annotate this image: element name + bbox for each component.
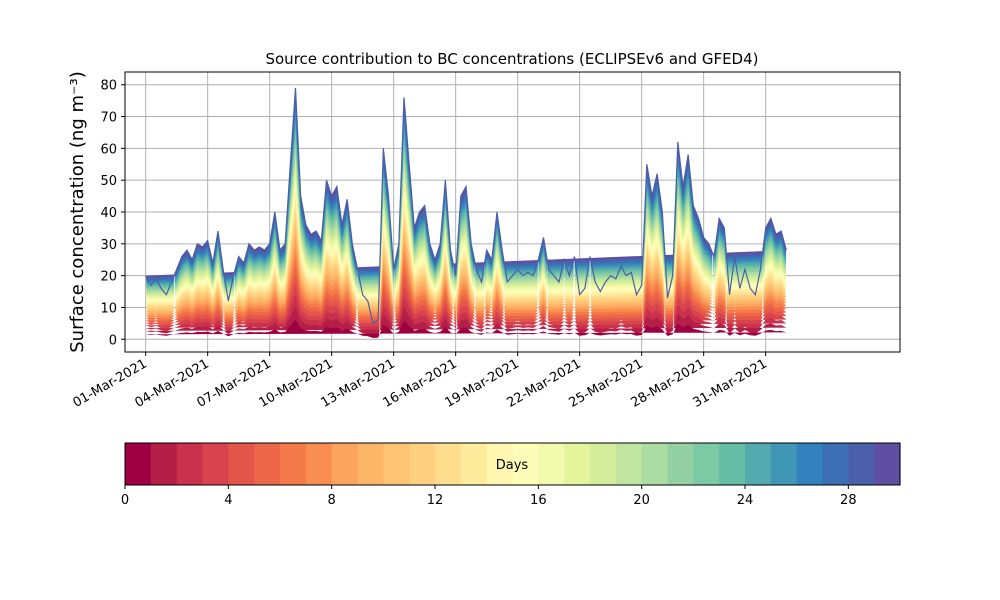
- colorbar-cell: [305, 443, 333, 485]
- colorbar-cell: [435, 443, 462, 485]
- colorbar-cell: [822, 443, 849, 485]
- colorbar-cell: [667, 443, 694, 485]
- colorbar-cell: [874, 443, 901, 485]
- colorbar-cell: [796, 443, 824, 485]
- total-outline: [145, 87, 787, 325]
- y-tick-label: 40: [100, 206, 117, 221]
- colorbar-tick-label: 0: [121, 493, 129, 508]
- colorbar-tick-label: 12: [427, 493, 444, 508]
- colorbar-cell: [176, 443, 204, 485]
- y-tick-label: 0: [109, 333, 117, 348]
- colorbar-cell: [409, 443, 436, 485]
- y-tick-label: 20: [100, 270, 117, 285]
- colorbar-cell: [512, 443, 539, 485]
- colorbar-cell: [280, 443, 307, 485]
- y-tick-label: 60: [100, 142, 117, 157]
- y-axis-label: Surface concentration (ng m⁻³): [67, 71, 88, 353]
- y-tick-label: 80: [100, 79, 117, 94]
- colorbar-cell: [848, 443, 875, 485]
- x-axis: 01-Mar-202104-Mar-202107-Mar-202110-Mar-…: [71, 352, 770, 411]
- colorbar-cell: [641, 443, 669, 485]
- colorbar-cell: [202, 443, 229, 485]
- y-tick-label: 10: [100, 301, 117, 316]
- colorbar-cell: [357, 443, 384, 485]
- colorbar-cell: [693, 443, 720, 485]
- colorbar-cell: [615, 443, 643, 485]
- colorbar-tick-label: 28: [840, 493, 857, 508]
- colorbar-cell: [745, 443, 772, 485]
- plot-area: 0 10 20 30 40 50 60 70 80 01-Mar-202104-Mar-2021…: [71, 71, 901, 411]
- colorbar-frame: [124, 442, 901, 486]
- colorbar-cell: [564, 443, 591, 485]
- colorbar-cell: [590, 443, 617, 485]
- colorbar-cell: [331, 443, 359, 485]
- colorbar-cell: [770, 443, 798, 485]
- colorbar-tick-label: 24: [737, 493, 754, 508]
- colorbar-label: Days: [496, 458, 529, 473]
- colorbar-tick-label: 20: [633, 493, 650, 508]
- colorbar-cell: [538, 443, 565, 485]
- area-band-day-0: [145, 319, 787, 339]
- area-band-day-1: [145, 306, 787, 338]
- stacked-area-bands: [145, 87, 787, 339]
- colorbar-ticks: 0 4 8 12 16 20 24 28: [121, 485, 857, 508]
- colorbar-cell: [383, 443, 410, 485]
- chart-title: Source contribution to BC concentrations…: [265, 50, 758, 68]
- colorbar-cell: [719, 443, 746, 485]
- colorbar-cells: [125, 443, 901, 485]
- y-tick-label: 70: [100, 111, 117, 126]
- y-tick-label: 30: [100, 238, 117, 253]
- colorbar-tick-label: 8: [328, 493, 336, 508]
- colorbar-cell: [486, 443, 514, 485]
- colorbar-cell: [228, 443, 255, 485]
- y-axis: 0 10 20 30 40 50 60 70 80: [100, 79, 125, 348]
- colorbar-tick-label: 16: [530, 493, 547, 508]
- colorbar: Days 0 4 8 12 16 20 24 28: [121, 442, 901, 508]
- colorbar-tick-label: 4: [224, 493, 232, 508]
- colorbar-cell: [125, 443, 152, 485]
- colorbar-cell: [460, 443, 488, 485]
- y-tick-label: 50: [100, 174, 117, 189]
- colorbar-cell: [150, 443, 178, 485]
- colorbar-cell: [254, 443, 281, 485]
